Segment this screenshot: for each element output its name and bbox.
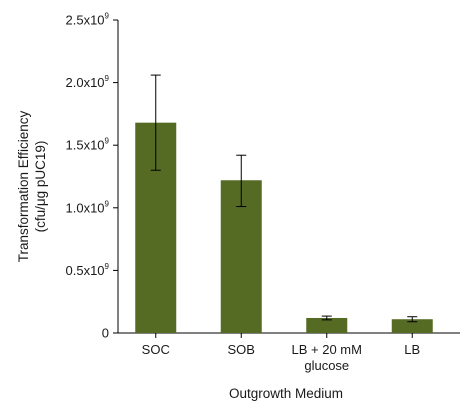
error-bars <box>150 74 418 323</box>
bars <box>135 122 433 333</box>
x-category-label: LB <box>404 342 420 357</box>
y-tick-label: 1.5x109 <box>66 137 110 153</box>
y-tick-label: 1.0x109 <box>66 199 110 215</box>
x-category-label: SOB <box>228 342 255 357</box>
y-tick-label: 0.5x109 <box>66 262 110 278</box>
y-tick-label: 0 <box>102 326 109 341</box>
x-axis-title: Outgrowth Medium <box>229 386 343 401</box>
y-tick-label: 2.0x109 <box>66 74 110 90</box>
y-axis-ticks: 0 0.5x109 1.0x109 1.5x109 2.0x109 2.5x109 <box>66 12 118 341</box>
x-category-label: LB + 20 mM glucose <box>292 342 362 373</box>
bar <box>306 317 348 333</box>
bar <box>391 319 433 333</box>
x-category-label: SOC <box>142 342 170 357</box>
x-axis-category-labels: SOC SOB LB + 20 mM glucose LB <box>142 333 420 373</box>
y-axis-title: Transformation Efficiency (cfu/μg pUC19) <box>16 110 48 262</box>
y-tick-label: 2.5x109 <box>66 12 110 28</box>
